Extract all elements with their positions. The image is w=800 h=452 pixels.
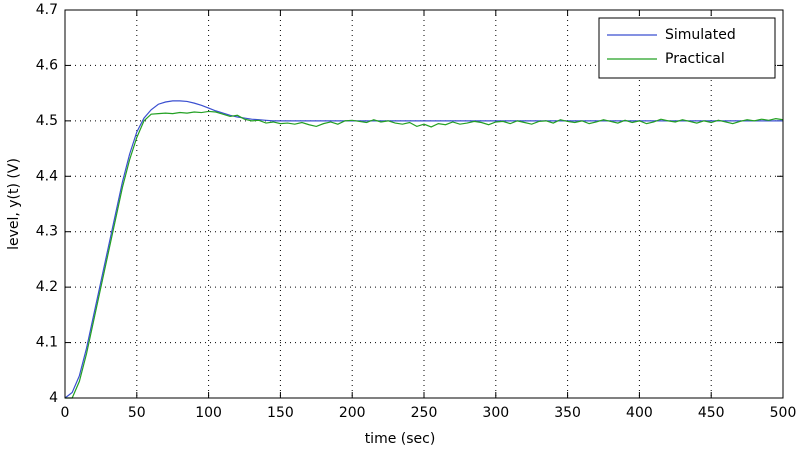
plot-frame	[64, 9, 784, 399]
x-tick-label: 100	[195, 405, 222, 421]
y-tick-label: 4.4	[36, 168, 58, 184]
x-axis-label: time (sec)	[365, 431, 436, 447]
x-tick-label: 300	[482, 405, 509, 421]
x-tick-label: 150	[267, 405, 294, 421]
y-tick-label: 4.1	[36, 335, 58, 351]
y-tick-label: 4.6	[36, 57, 58, 73]
x-tick-label: 0	[61, 405, 70, 421]
y-tick-label: 4	[49, 390, 58, 406]
data-line	[64, 100, 783, 399]
data-line	[65, 110, 784, 399]
y-tick-label: 4.7	[36, 2, 58, 18]
x-tick-label: 250	[411, 405, 438, 421]
x-tick-label: 450	[698, 405, 725, 421]
x-tick-label: 350	[554, 405, 581, 421]
y-tick-label: 4.5	[36, 113, 58, 129]
y-axis-label: level, y(t) (V)	[6, 158, 22, 250]
legend-label: Simulated	[665, 27, 736, 43]
x-tick-label: 400	[626, 405, 653, 421]
legend-label: Practical	[665, 51, 725, 67]
y-tick-label: 4.2	[36, 279, 58, 295]
x-tick-label: 200	[339, 405, 366, 421]
y-tick-label: 4.3	[36, 224, 58, 240]
x-tick-label: 500	[770, 405, 797, 421]
legend-box	[598, 17, 776, 79]
x-tick-label: 50	[128, 405, 146, 421]
